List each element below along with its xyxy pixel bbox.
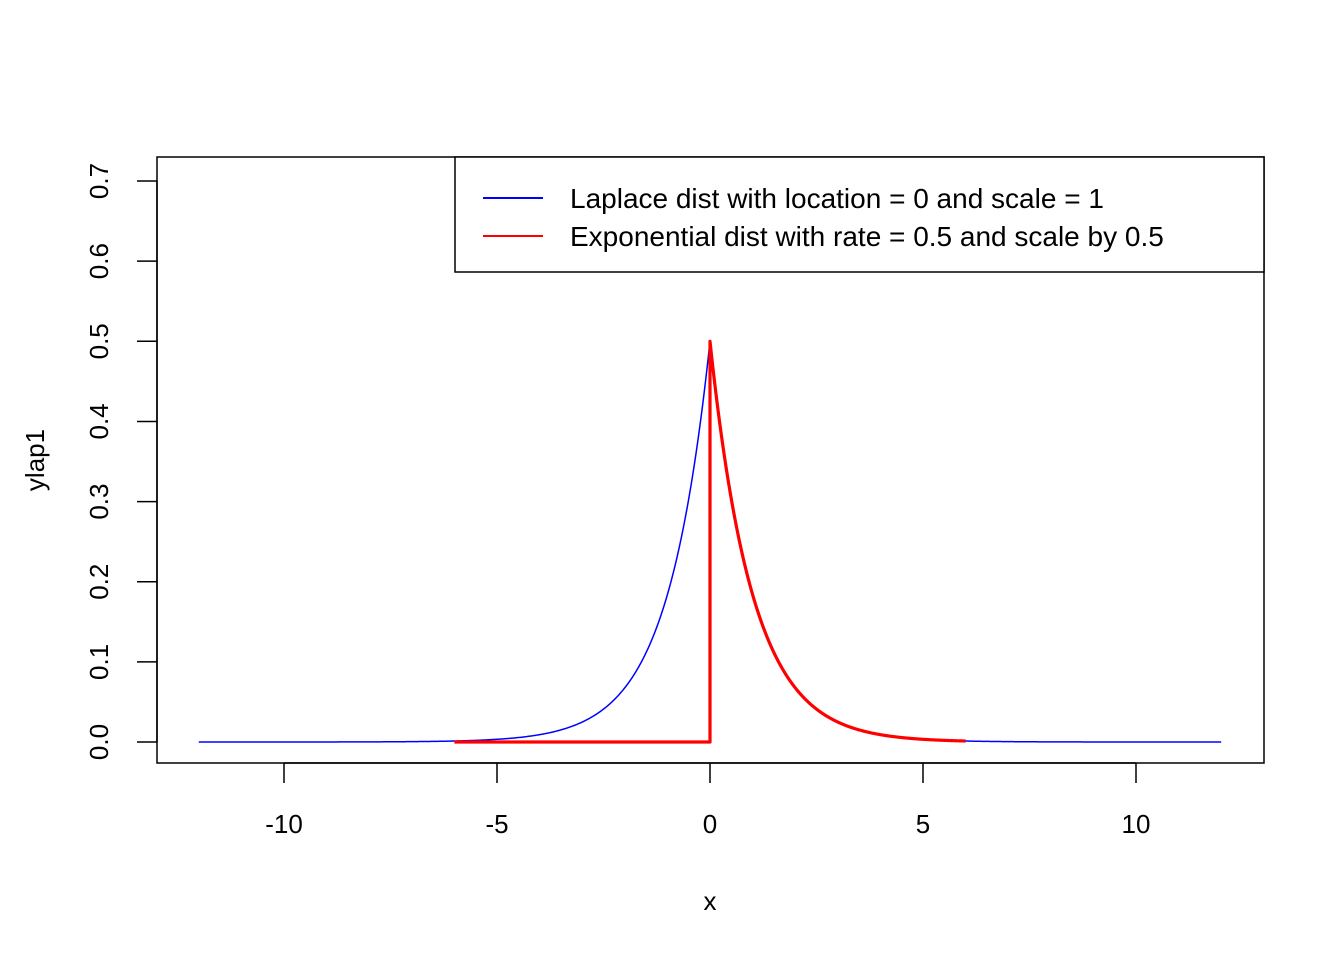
legend: Laplace dist with location = 0 and scale…	[454, 156, 1265, 273]
x-axis: -10 -5 0 5 10	[265, 762, 1151, 839]
y-tick-label: 0.7	[84, 163, 114, 199]
x-tick-label: 0	[703, 809, 717, 839]
legend-label-exponential: Exponential dist with rate = 0.5 and sca…	[570, 221, 1164, 252]
series-layer	[198, 339, 1222, 744]
y-tick-label: 0.6	[84, 243, 114, 279]
y-tick-label: 0.2	[84, 564, 114, 600]
x-axis-title: x	[704, 886, 717, 916]
y-tick-label: 0.3	[84, 484, 114, 520]
x-tick-label: 5	[916, 809, 930, 839]
legend-label-laplace: Laplace dist with location = 0 and scale…	[570, 183, 1104, 214]
y-tick-label: 0.5	[84, 323, 114, 359]
legend-box	[454, 156, 1265, 273]
x-tick-label: -10	[265, 809, 303, 839]
x-tick-label: -5	[485, 809, 508, 839]
y-tick-label: 0.4	[84, 403, 114, 439]
y-axis-title: ylap1	[20, 429, 50, 491]
y-tick-label: 0.0	[84, 724, 114, 760]
x-tick-label: 10	[1122, 809, 1151, 839]
y-tick-label: 0.1	[84, 644, 114, 680]
y-axis: 0.0 0.1 0.2 0.3 0.4 0.5 0.6 0.7	[84, 163, 158, 760]
series-line-exponential	[454, 339, 967, 744]
